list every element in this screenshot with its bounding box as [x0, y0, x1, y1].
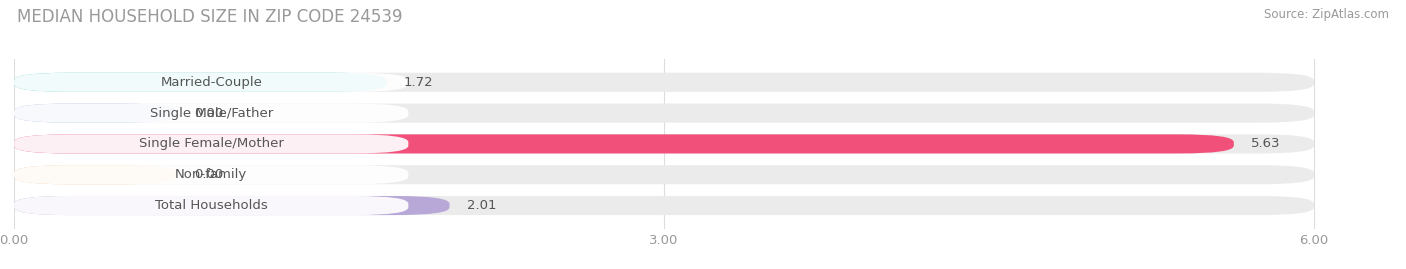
Text: 2.01: 2.01 — [467, 199, 496, 212]
FancyBboxPatch shape — [14, 73, 408, 92]
Text: 1.72: 1.72 — [404, 76, 433, 89]
FancyBboxPatch shape — [14, 196, 450, 215]
Text: 0.00: 0.00 — [194, 168, 224, 181]
Text: Non-family: Non-family — [176, 168, 247, 181]
Text: 5.63: 5.63 — [1251, 137, 1281, 150]
Text: Total Households: Total Households — [155, 199, 267, 212]
FancyBboxPatch shape — [14, 165, 1315, 184]
FancyBboxPatch shape — [14, 73, 387, 92]
FancyBboxPatch shape — [14, 104, 408, 123]
FancyBboxPatch shape — [14, 165, 177, 184]
FancyBboxPatch shape — [14, 73, 1315, 92]
Text: Single Male/Father: Single Male/Father — [149, 107, 273, 120]
Text: Source: ZipAtlas.com: Source: ZipAtlas.com — [1264, 8, 1389, 21]
FancyBboxPatch shape — [14, 165, 408, 184]
FancyBboxPatch shape — [14, 196, 408, 215]
FancyBboxPatch shape — [14, 134, 408, 154]
Text: Married-Couple: Married-Couple — [160, 76, 262, 89]
FancyBboxPatch shape — [14, 104, 1315, 123]
Text: Single Female/Mother: Single Female/Mother — [139, 137, 284, 150]
FancyBboxPatch shape — [14, 134, 1234, 154]
FancyBboxPatch shape — [14, 196, 1315, 215]
Text: 0.00: 0.00 — [194, 107, 224, 120]
FancyBboxPatch shape — [14, 134, 1315, 154]
Text: MEDIAN HOUSEHOLD SIZE IN ZIP CODE 24539: MEDIAN HOUSEHOLD SIZE IN ZIP CODE 24539 — [17, 8, 402, 26]
FancyBboxPatch shape — [14, 104, 177, 123]
